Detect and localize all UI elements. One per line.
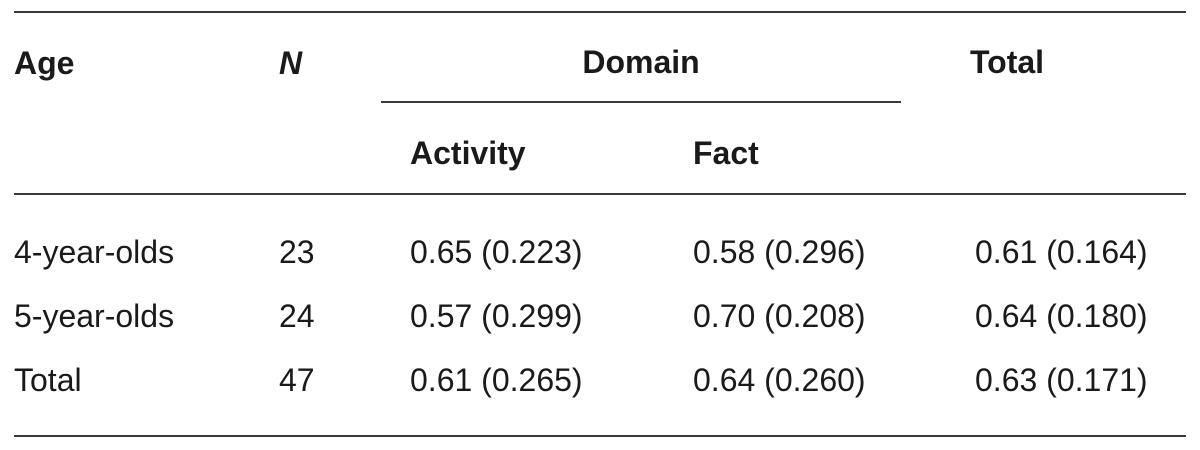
header-total: Total xyxy=(970,44,1045,80)
cell-n: 24 xyxy=(279,298,315,334)
cell-age: 5-year-olds xyxy=(14,298,175,334)
header-activity: Activity xyxy=(410,135,526,171)
domain-rule xyxy=(381,101,901,103)
header-fact: Fact xyxy=(693,135,759,171)
cell-fact: 0.58 (0.296) xyxy=(693,234,866,270)
header-age: Age xyxy=(14,45,75,81)
header-domain: Domain xyxy=(582,44,700,80)
header-rule xyxy=(14,193,1186,195)
header-n: N xyxy=(279,45,303,81)
cell-fact: 0.70 (0.208) xyxy=(693,298,866,334)
cell-n: 47 xyxy=(279,362,315,398)
cell-total: 0.63 (0.171) xyxy=(975,362,1148,398)
cell-total: 0.64 (0.180) xyxy=(975,298,1148,334)
cell-activity: 0.57 (0.299) xyxy=(410,298,583,334)
cell-activity: 0.65 (0.223) xyxy=(410,234,583,270)
cell-n: 23 xyxy=(279,234,315,270)
cell-age: 4-year-olds xyxy=(14,234,175,270)
cell-activity: 0.61 (0.265) xyxy=(410,362,583,398)
bottom-rule xyxy=(14,435,1186,437)
top-rule xyxy=(14,11,1186,13)
cell-total: 0.61 (0.164) xyxy=(975,234,1148,270)
cell-fact: 0.64 (0.260) xyxy=(693,362,866,398)
cell-age: Total xyxy=(14,362,82,398)
